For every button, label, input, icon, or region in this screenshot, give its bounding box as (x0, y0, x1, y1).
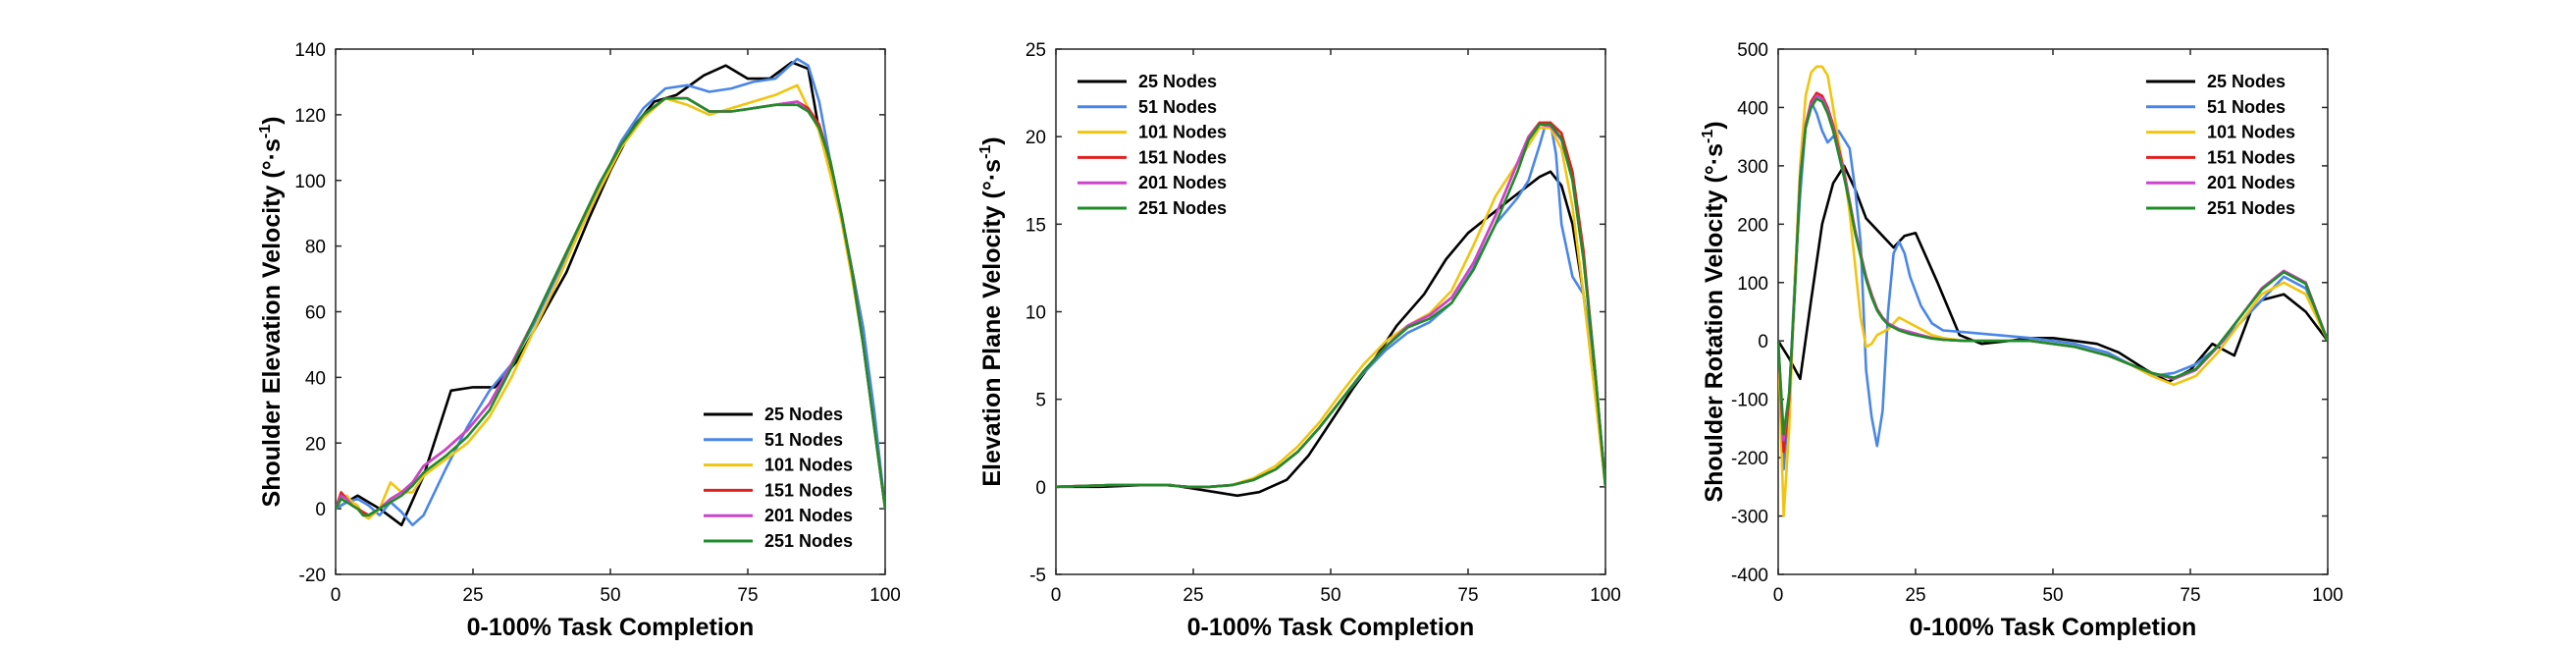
legend-label: 151 Nodes (764, 480, 853, 500)
y-tick-label: 15 (1025, 215, 1046, 236)
y-tick-label: 20 (305, 434, 326, 455)
legend-label: 101 Nodes (2207, 123, 2295, 142)
y-axis-label: Shoulder Elevation Velocity (°·s-1) (257, 117, 286, 508)
y-tick-label: 25 (1025, 40, 1046, 61)
x-tick-label: 0 (1051, 585, 1062, 606)
series-line-251-nodes (1778, 97, 2328, 436)
y-tick-label: 10 (1025, 303, 1046, 324)
y-axis-label: Shoulder Rotation Velocity (°·s-1) (1700, 121, 1728, 502)
y-tick-label: 500 (1737, 40, 1768, 61)
series-line-251-nodes (336, 96, 885, 517)
y-axis-label-main: Shoulder Elevation Velocity (°·s (258, 138, 286, 507)
x-tick-label: 25 (1183, 585, 1203, 606)
legend-label: 25 Nodes (1138, 72, 1217, 91)
x-tick-label: 75 (737, 585, 758, 606)
y-tick-label: 20 (1025, 128, 1046, 148)
y-tick-label: 100 (1737, 274, 1768, 295)
legend-label: 151 Nodes (2207, 147, 2295, 167)
legend-label: 251 Nodes (764, 531, 853, 551)
legend-label: 101 Nodes (1138, 123, 1227, 142)
y-tick-label: -300 (1731, 508, 1768, 528)
legend-label: 151 Nodes (1138, 147, 1227, 167)
legend-label: 251 Nodes (2207, 198, 2295, 218)
y-tick-label: 0 (1035, 478, 1046, 499)
y-axis-label: Elevation Plane Velocity (°·s-1) (977, 136, 1006, 486)
y-tick-label: 100 (294, 172, 326, 192)
legend-label: 51 Nodes (1138, 97, 1217, 117)
series-line-25-nodes (1778, 164, 2328, 384)
x-axis-label: 0-100% Task Completion (1910, 614, 2197, 641)
y-tick-label: -20 (299, 566, 326, 586)
y-tick-label: 0 (315, 500, 326, 520)
y-tick-label: -100 (1731, 391, 1768, 411)
y-tick-label: 5 (1035, 391, 1046, 411)
y-axis-label-superscript: -1 (257, 125, 274, 138)
y-tick-label: 140 (294, 40, 326, 61)
y-tick-label: 400 (1737, 98, 1768, 119)
legend-label: 51 Nodes (2207, 97, 2286, 117)
legend: 25 Nodes 51 Nodes 101 Nodes 151 Nodes 201 No… (2146, 72, 2295, 218)
legend-label: 201 Nodes (764, 506, 853, 525)
y-axis-label-main: Elevation Plane Velocity (°·s (978, 159, 1006, 487)
y-axis-label-superscript: -1 (977, 145, 994, 159)
legend: 25 Nodes 51 Nodes 101 Nodes 151 Nodes 201 No… (704, 405, 853, 551)
y-tick-label: 60 (305, 303, 326, 324)
y-tick-label: -200 (1731, 449, 1768, 469)
x-tick-label: 100 (2312, 585, 2343, 606)
x-tick-label: 50 (2042, 585, 2063, 606)
y-axis-label-end: ) (1701, 121, 1728, 129)
legend-label: 251 Nodes (1138, 198, 1227, 218)
series-line-101-nodes (1778, 65, 2328, 517)
legend-label: 51 Nodes (764, 430, 843, 450)
x-tick-label: 0 (331, 585, 342, 606)
y-axis-label-end: ) (978, 136, 1006, 144)
y-tick-label: 300 (1737, 157, 1768, 178)
legend-label: 25 Nodes (764, 405, 843, 424)
y-axis-label-end: ) (258, 117, 286, 125)
x-tick-label: 25 (1905, 585, 1925, 606)
legend-label: 25 Nodes (2207, 72, 2286, 91)
chart-3: 0 25 50 75 100 -400 -300 -200 -100 0 100 200 300 400 5… (1700, 40, 2343, 641)
legend-label: 101 Nodes (764, 456, 853, 475)
series-line-251-nodes (1056, 123, 1605, 489)
y-axis-label-superscript: -1 (1700, 130, 1716, 143)
y-tick-label: 0 (1758, 332, 1768, 352)
legend-label: 201 Nodes (2207, 173, 2295, 192)
y-tick-label: -400 (1731, 566, 1768, 586)
x-tick-label: 75 (1457, 585, 1478, 606)
series-line-51-nodes (1778, 100, 2328, 471)
x-tick-label: 100 (1590, 585, 1621, 606)
plot-frame (1055, 48, 1606, 575)
x-tick-label: 50 (600, 585, 620, 606)
y-tick-label: -5 (1029, 566, 1046, 586)
x-axis-label: 0-100% Task Completion (1187, 614, 1475, 641)
y-tick-label: 80 (305, 238, 326, 258)
y-axis-label-main: Shoulder Rotation Velocity (°·s (1701, 143, 1728, 503)
y-tick-label: 120 (294, 106, 326, 127)
legend-label: 201 Nodes (1138, 173, 1227, 192)
x-tick-label: 0 (1773, 585, 1784, 606)
y-tick-label: 200 (1737, 215, 1768, 236)
x-tick-label: 50 (1320, 585, 1341, 606)
x-tick-label: 100 (869, 585, 901, 606)
y-tick-label: 40 (305, 368, 326, 389)
x-tick-label: 75 (2180, 585, 2200, 606)
legend: 25 Nodes 51 Nodes 101 Nodes 151 Nodes 201 No… (1078, 72, 1227, 218)
x-axis-label: 0-100% Task Completion (467, 614, 755, 641)
plot-frame (1777, 48, 2329, 575)
x-tick-label: 25 (462, 585, 483, 606)
plot-frame (335, 48, 886, 575)
